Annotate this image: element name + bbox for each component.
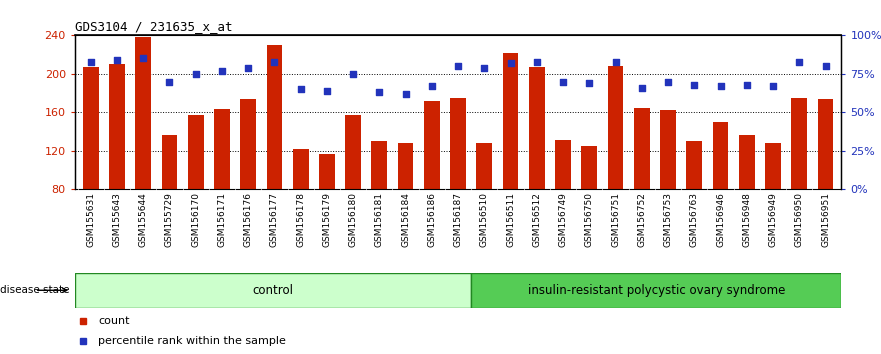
- Bar: [188, 115, 204, 189]
- Text: GSM156186: GSM156186: [427, 192, 436, 247]
- Bar: [818, 99, 833, 189]
- Text: GSM155631: GSM155631: [86, 192, 95, 247]
- Bar: [555, 140, 571, 189]
- Point: [320, 88, 334, 94]
- Text: GSM156763: GSM156763: [690, 192, 699, 247]
- Text: GSM156170: GSM156170: [191, 192, 200, 247]
- Text: count: count: [98, 316, 130, 326]
- Point: [346, 71, 360, 77]
- Point: [740, 82, 754, 87]
- Bar: [319, 154, 335, 189]
- Point: [609, 59, 623, 64]
- Point: [398, 91, 412, 97]
- Point: [293, 86, 307, 92]
- Text: GSM156511: GSM156511: [506, 192, 515, 247]
- Bar: [136, 37, 151, 189]
- Text: GSM156180: GSM156180: [349, 192, 358, 247]
- Text: GSM156951: GSM156951: [821, 192, 830, 247]
- Point: [478, 65, 492, 70]
- Text: GSM156948: GSM156948: [743, 192, 751, 247]
- Text: GSM156949: GSM156949: [768, 192, 778, 247]
- Bar: [791, 98, 807, 189]
- Bar: [766, 143, 781, 189]
- Text: GSM156176: GSM156176: [244, 192, 253, 247]
- Text: GSM155729: GSM155729: [165, 192, 174, 247]
- Text: GSM155644: GSM155644: [138, 192, 148, 247]
- Bar: [660, 109, 676, 189]
- Point: [818, 63, 833, 69]
- Text: GSM156752: GSM156752: [637, 192, 647, 247]
- Text: GSM156177: GSM156177: [270, 192, 279, 247]
- Bar: [634, 108, 650, 189]
- Bar: [471, 273, 841, 308]
- Point: [687, 82, 701, 87]
- Text: GSM156179: GSM156179: [322, 192, 331, 247]
- Text: disease state: disease state: [0, 285, 70, 295]
- Point: [162, 79, 176, 85]
- Bar: [450, 98, 466, 189]
- Bar: [713, 122, 729, 189]
- Bar: [266, 45, 282, 189]
- Text: GSM156171: GSM156171: [218, 192, 226, 247]
- Bar: [608, 66, 624, 189]
- Bar: [372, 141, 388, 189]
- Point: [267, 59, 281, 64]
- Text: GSM156187: GSM156187: [454, 192, 463, 247]
- Bar: [397, 143, 413, 189]
- Bar: [109, 64, 125, 189]
- Bar: [161, 135, 177, 189]
- Point: [215, 68, 229, 74]
- Text: GSM156181: GSM156181: [375, 192, 384, 247]
- Text: GSM156510: GSM156510: [480, 192, 489, 247]
- Point: [529, 59, 544, 64]
- Point: [110, 57, 124, 63]
- Point: [635, 85, 649, 91]
- Text: control: control: [253, 284, 293, 297]
- Bar: [686, 141, 702, 189]
- Text: GSM156946: GSM156946: [716, 192, 725, 247]
- Point: [792, 59, 806, 64]
- Point: [84, 59, 98, 64]
- Text: percentile rank within the sample: percentile rank within the sample: [98, 336, 285, 346]
- Point: [451, 63, 465, 69]
- Point: [136, 56, 150, 61]
- Bar: [424, 101, 440, 189]
- Point: [556, 79, 570, 85]
- Point: [504, 60, 518, 66]
- Text: GSM156178: GSM156178: [296, 192, 305, 247]
- Text: GSM156950: GSM156950: [795, 192, 803, 247]
- Text: GDS3104 / 231635_x_at: GDS3104 / 231635_x_at: [75, 20, 233, 33]
- Bar: [581, 146, 597, 189]
- Bar: [477, 143, 492, 189]
- Text: GSM156753: GSM156753: [663, 192, 672, 247]
- Bar: [292, 149, 308, 189]
- Point: [373, 90, 387, 95]
- Point: [425, 84, 439, 89]
- Point: [766, 84, 781, 89]
- Point: [661, 79, 675, 85]
- Bar: [214, 109, 230, 189]
- Text: GSM155643: GSM155643: [113, 192, 122, 247]
- Text: GSM156184: GSM156184: [401, 192, 411, 247]
- Bar: [739, 135, 755, 189]
- Point: [582, 80, 596, 86]
- Point: [714, 84, 728, 89]
- Text: GSM156512: GSM156512: [532, 192, 541, 247]
- Text: GSM156749: GSM156749: [559, 192, 567, 247]
- Bar: [345, 115, 361, 189]
- Text: GSM156750: GSM156750: [585, 192, 594, 247]
- Bar: [83, 67, 99, 189]
- Point: [189, 71, 203, 77]
- Point: [241, 65, 255, 70]
- Text: insulin-resistant polycystic ovary syndrome: insulin-resistant polycystic ovary syndr…: [528, 284, 785, 297]
- Bar: [75, 273, 471, 308]
- Text: GSM156751: GSM156751: [611, 192, 620, 247]
- Bar: [503, 53, 519, 189]
- Bar: [241, 99, 256, 189]
- Bar: [529, 67, 544, 189]
